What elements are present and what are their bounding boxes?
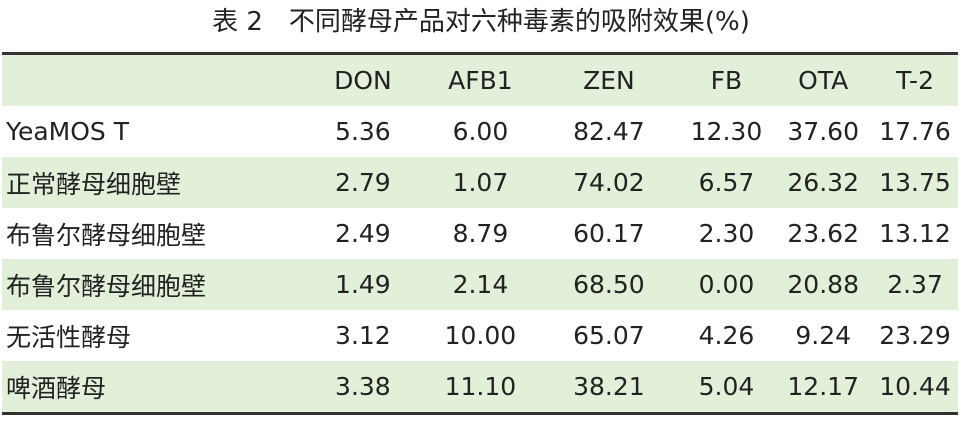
row-label: 布鲁尔酵母细胞壁 <box>6 271 207 301</box>
table-row: 正常酵母细胞壁 2.79 1.07 74.02 6.57 26.32 13.75 <box>2 157 958 208</box>
cell: 3.38 <box>335 372 391 401</box>
row-label: 正常酵母细胞壁 <box>6 169 182 199</box>
cell: 2.14 <box>452 270 509 299</box>
cell: 9.24 <box>795 321 852 350</box>
header-cell <box>2 54 304 107</box>
cell: 12.17 <box>787 372 859 401</box>
header-cell: ZEN <box>583 66 635 95</box>
cell: 1.49 <box>335 270 391 299</box>
cell: 2.37 <box>887 270 943 299</box>
table-row: 无活性酵母 3.12 10.00 65.07 4.26 9.24 23.29 <box>2 310 958 361</box>
table: DON AFB1 ZEN FB OTA T-2 YeaMOS T 5.36 6.00 82.47… <box>2 52 958 415</box>
cell: 6.00 <box>452 117 509 146</box>
cell: 26.32 <box>787 168 859 197</box>
cell: 74.02 <box>573 168 645 197</box>
cell: 12.30 <box>690 117 763 146</box>
row-label: YeaMOS T <box>6 117 129 146</box>
cell: 13.75 <box>879 168 951 197</box>
header-cell: AFB1 <box>448 66 513 95</box>
table-row: 布鲁尔酵母细胞壁 2.49 8.79 60.17 2.30 23.62 13.12 <box>2 208 958 259</box>
table-row: 啤酒酵母 3.38 11.10 38.21 5.04 12.17 10.44 <box>2 361 958 414</box>
cell: 2.49 <box>335 219 391 248</box>
cell: 11.10 <box>444 372 517 401</box>
cell: 2.30 <box>698 219 755 248</box>
cell: 2.79 <box>335 168 391 197</box>
header-cell: OTA <box>798 66 849 95</box>
cell: 20.88 <box>787 270 859 299</box>
cell: 10.44 <box>879 372 951 401</box>
cell: 82.47 <box>573 117 645 146</box>
cell: 37.60 <box>787 117 859 146</box>
row-label: 啤酒酵母 <box>6 373 107 403</box>
cell: 8.79 <box>452 219 509 248</box>
cell: 5.36 <box>335 117 391 146</box>
cell: 17.76 <box>879 117 951 146</box>
cell: 23.62 <box>787 219 859 248</box>
cell: 68.50 <box>573 270 645 299</box>
cell: 38.21 <box>573 372 645 401</box>
header-cell: FB <box>710 66 743 95</box>
cell: 1.07 <box>452 168 509 197</box>
cell: 5.04 <box>698 372 755 401</box>
table-row: YeaMOS T 5.36 6.00 82.47 12.30 37.60 17.76 <box>2 106 958 157</box>
header-cell: DON <box>334 66 392 95</box>
cell: 65.07 <box>573 321 645 350</box>
cell: 0.00 <box>698 270 755 299</box>
table-row: 布鲁尔酵母细胞壁 1.49 2.14 68.50 0.00 20.88 2.37 <box>2 259 958 310</box>
row-label: 无活性酵母 <box>6 322 132 352</box>
cell: 6.57 <box>698 168 755 197</box>
table-title: 表 2 不同酵母产品对六种毒素的吸附效果(%) <box>212 7 750 37</box>
header-cell: T-2 <box>896 66 934 95</box>
cell: 4.26 <box>698 321 755 350</box>
cell: 3.12 <box>335 321 391 350</box>
row-label: 布鲁尔酵母细胞壁 <box>6 220 207 250</box>
cell: 23.29 <box>879 321 951 350</box>
cell: 60.17 <box>573 219 645 248</box>
header-row: DON AFB1 ZEN FB OTA T-2 <box>2 53 958 107</box>
cell: 10.00 <box>444 321 517 350</box>
cell: 13.12 <box>879 219 951 248</box>
